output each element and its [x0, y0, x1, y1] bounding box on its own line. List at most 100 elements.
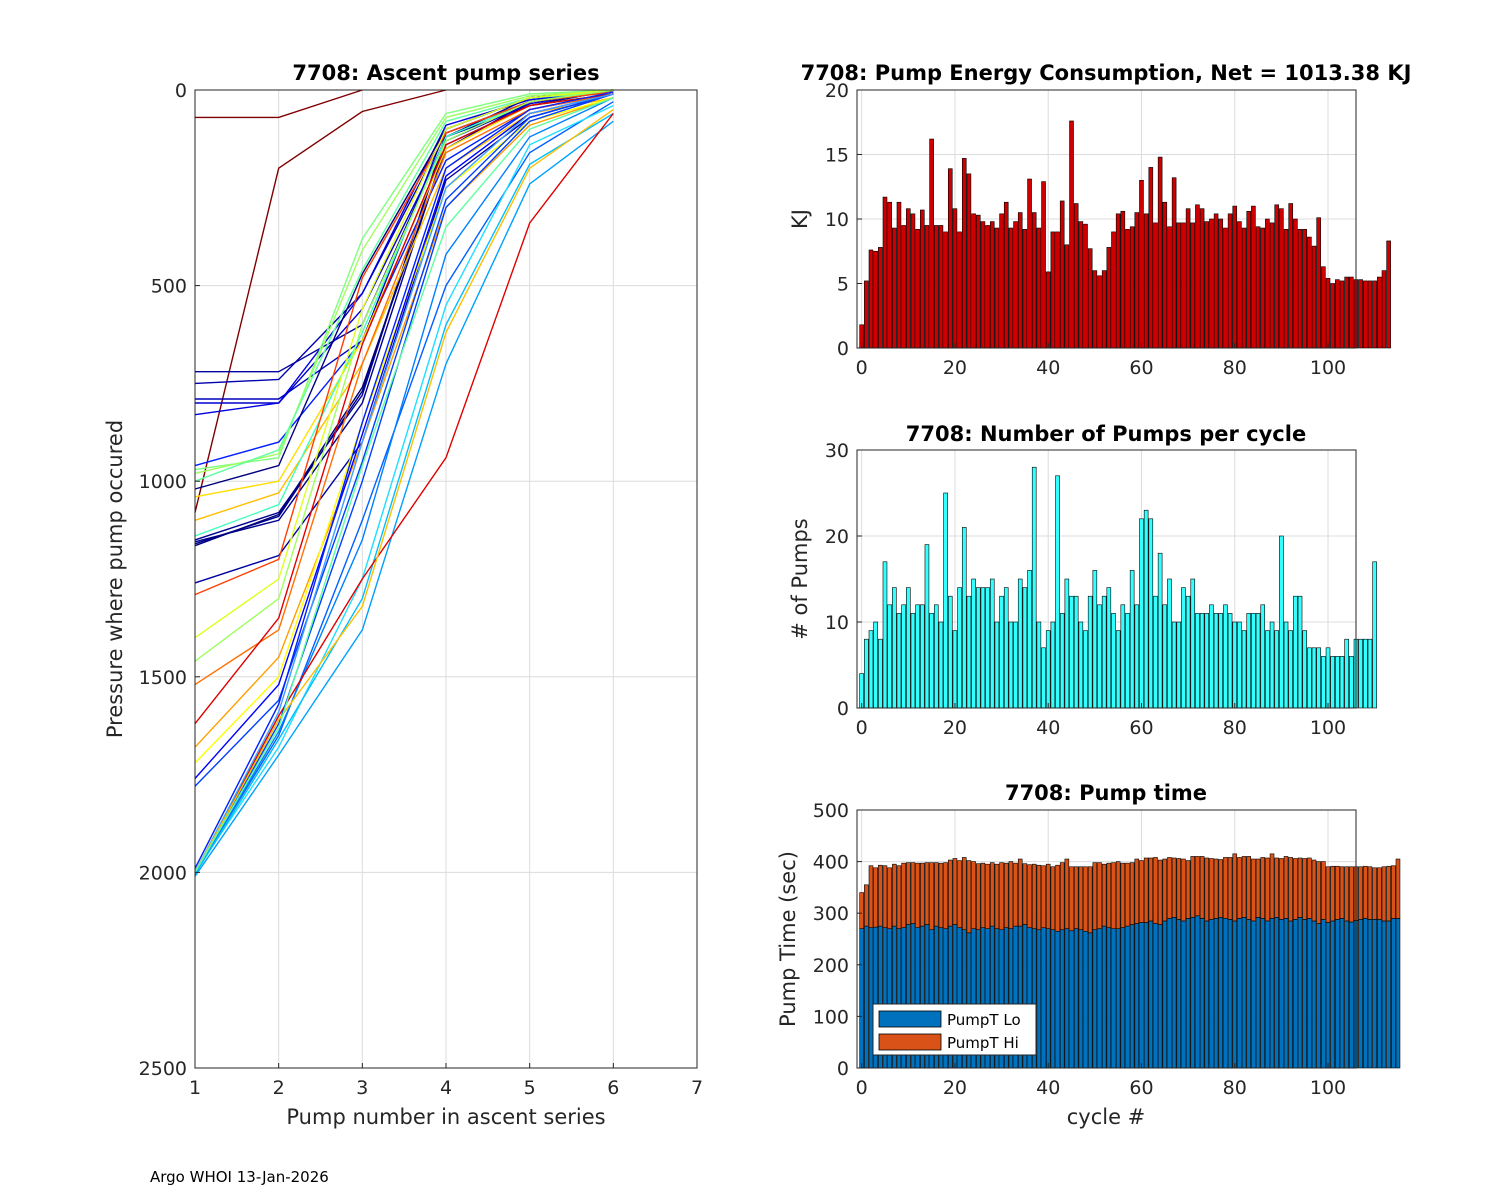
ascent-plot-area [194, 89, 614, 877]
bar-pumpt-hi [864, 884, 869, 927]
bar-pumpt-lo [1288, 920, 1293, 1069]
bar [943, 231, 948, 349]
bar [1176, 222, 1182, 349]
bar [1069, 595, 1074, 709]
series-line-c32 [194, 104, 614, 873]
bar-pumpt-hi [1125, 862, 1130, 927]
bar-pumpt-lo [1246, 919, 1252, 1069]
bar-pumpt-hi [1167, 857, 1172, 919]
bar [971, 213, 976, 349]
bar-pumpt-lo [1386, 920, 1391, 1069]
bar-pumpt-hi [1181, 858, 1186, 922]
bar-pumpt-hi [1363, 865, 1368, 919]
bar-pumpt-lo [1358, 919, 1363, 1069]
bar-pumpt-hi [1111, 862, 1116, 929]
x-tick-label: 60 [1129, 1077, 1153, 1099]
bar [1083, 223, 1088, 349]
bar [1246, 613, 1252, 709]
y-tick-label: 0 [837, 1058, 849, 1080]
bar [1111, 613, 1116, 709]
energy-axes: 0 20 40 60 80 100 0 5 10 15 20 7708: Pump Energy … [788, 61, 1411, 379]
bar [896, 201, 902, 349]
bar [906, 208, 911, 349]
bar-pumpt-hi [1260, 857, 1266, 919]
bar [1241, 227, 1247, 349]
bar-pumpt-lo [1129, 924, 1135, 1069]
bar-pumpt-hi [1045, 863, 1051, 929]
bar [1321, 656, 1326, 709]
y-tick-label: 20 [825, 80, 849, 102]
legend-swatch-lo [878, 1010, 942, 1028]
bar-pumpt-hi [1372, 867, 1377, 920]
bar [1241, 630, 1247, 709]
bar [1013, 621, 1018, 709]
bar [1036, 621, 1042, 709]
x-tick-label: 60 [1129, 357, 1153, 379]
bar [1190, 222, 1196, 349]
bar-pumpt-hi [938, 862, 944, 928]
bar [1153, 595, 1158, 709]
series-line-c23 [194, 89, 614, 662]
bar [1283, 621, 1289, 709]
pumptime-y-label: Pump Time (sec) [776, 851, 800, 1027]
bar-pumpt-hi [1162, 858, 1168, 922]
bar-pumpt-lo [1363, 918, 1368, 1069]
bar-pumpt-hi [1139, 860, 1144, 923]
bar [873, 250, 878, 349]
bar [1372, 561, 1377, 709]
bar [947, 595, 953, 709]
bar-pumpt-hi [1064, 858, 1070, 929]
bar [1134, 212, 1140, 349]
bar [1129, 570, 1135, 709]
bar [901, 604, 906, 709]
footer-credit: Argo WHOI 13-Jan-2026 [150, 1168, 329, 1186]
x-tick-label: 0 [856, 717, 868, 739]
bar-pumpt-lo [1213, 918, 1219, 1069]
bar-pumpt-lo [1283, 918, 1289, 1069]
pumptime-axes: 0 20 40 60 80 100 0 100 200 300 400 500 7708: Pump… [776, 781, 1401, 1129]
series-line-c40 [194, 97, 614, 873]
bar [1213, 613, 1219, 709]
bar [924, 544, 930, 709]
bar-pumpt-hi [999, 862, 1004, 931]
bar [1008, 621, 1014, 709]
bar [1017, 212, 1023, 349]
bar-pumpt-lo [1157, 924, 1163, 1069]
x-tick-label: 80 [1223, 717, 1247, 739]
bar [1059, 200, 1065, 349]
ascent-y-ticks: 0 500 1000 1500 2000 2500 [139, 80, 200, 1080]
bar-pumpt-hi [1339, 866, 1345, 919]
x-tick-label: 5 [524, 1077, 536, 1099]
bar-pumpt-hi [1321, 861, 1326, 920]
bar [1288, 630, 1293, 709]
bar-pumpt-hi [1311, 859, 1317, 922]
bar-pumpt-lo [1087, 932, 1093, 1069]
bar-pumpt-hi [878, 864, 883, 927]
bar-pumpt-lo [1111, 928, 1116, 1069]
bar-pumpt-lo [1199, 918, 1205, 1069]
bar-pumpt-lo [1260, 918, 1266, 1069]
bar [878, 247, 883, 349]
bar-pumpt-hi [1148, 857, 1154, 922]
y-tick-label: 5 [837, 274, 849, 296]
bar [943, 492, 948, 709]
bar-pumpt-lo [1073, 928, 1079, 1069]
bar [1302, 229, 1307, 349]
bar-pumpt-lo [1069, 930, 1074, 1069]
bar [1157, 552, 1163, 709]
bar [1083, 630, 1088, 709]
series-line-c22 [194, 89, 614, 639]
ascent-x-label: Pump number in ascent series [286, 1105, 605, 1129]
bar-pumpt-lo [1064, 928, 1070, 1069]
bar [1125, 613, 1130, 709]
bar [864, 280, 869, 349]
bar-pumpt-hi [1171, 857, 1177, 918]
bar-pumpt-hi [1097, 862, 1102, 929]
bar [1195, 204, 1200, 349]
bar-pumpt-lo [1241, 917, 1247, 1069]
bar-pumpt-lo [1055, 930, 1060, 1069]
bar-pumpt-hi [980, 862, 986, 928]
bar-pumpt-hi [1237, 857, 1242, 919]
bar [1171, 621, 1177, 709]
bar-pumpt-hi [882, 865, 888, 928]
